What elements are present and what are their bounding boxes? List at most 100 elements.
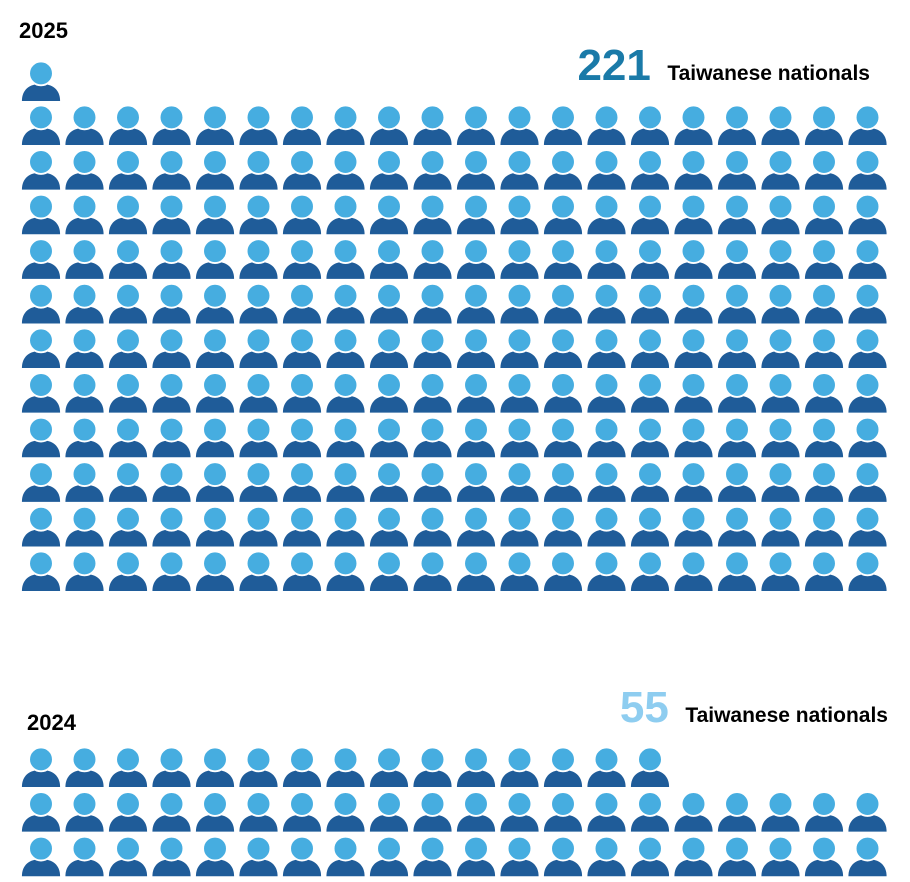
- person-icon: [455, 746, 497, 788]
- person-icon: [151, 835, 192, 878]
- person-icon: [847, 461, 888, 503]
- person-icon: [412, 746, 453, 788]
- person-icon: [499, 835, 540, 878]
- person-icon: [151, 149, 192, 191]
- person-icon: [64, 746, 105, 788]
- person-icon: [151, 550, 192, 592]
- person-icon: [151, 104, 192, 146]
- person-icon: [20, 327, 62, 369]
- person-icon: [107, 746, 149, 788]
- person-icon: [368, 550, 410, 592]
- person-icon: [629, 461, 671, 503]
- person-icon: [803, 327, 845, 369]
- person-icon: [803, 835, 845, 878]
- person-icon: [412, 327, 453, 369]
- person-icon: [20, 791, 62, 833]
- person-icon: [499, 416, 540, 459]
- person-icon: [20, 505, 62, 548]
- person-icon: [281, 835, 323, 878]
- person-icon: [238, 282, 279, 325]
- year-label-2024: 2024: [27, 710, 77, 735]
- person-icon: [107, 372, 149, 414]
- person-icon: [412, 791, 453, 833]
- person-icon: [281, 193, 323, 236]
- person-icon: [499, 238, 540, 280]
- person-icon: [64, 193, 105, 236]
- count-value-2024: 55: [620, 683, 669, 732]
- person-icon: [107, 416, 149, 459]
- person-icon: [412, 550, 453, 592]
- person-icon: [586, 505, 627, 548]
- person-icon: [20, 372, 62, 414]
- person-icon: [238, 238, 279, 280]
- person-icon: [803, 461, 845, 503]
- person-icon: [238, 149, 279, 191]
- person-icon: [238, 327, 279, 369]
- person-icon: [847, 282, 888, 325]
- person-icon: [325, 550, 366, 592]
- person-icon: [325, 835, 366, 878]
- person-icon: [238, 550, 279, 592]
- person-icon: [368, 104, 410, 146]
- person-icon: [803, 505, 845, 548]
- person-icon: [107, 461, 149, 503]
- person-icon: [542, 327, 584, 369]
- person-icon: [368, 193, 410, 236]
- person-icon: [455, 372, 497, 414]
- person-icon: [499, 327, 540, 369]
- person-icon: [455, 282, 497, 325]
- person-icon: [194, 104, 236, 146]
- person-icon: [281, 791, 323, 833]
- person-icon: [499, 461, 540, 503]
- person-icon: [151, 238, 192, 280]
- person-icon: [847, 835, 888, 878]
- person-icon: [64, 416, 105, 459]
- person-icon: [368, 327, 410, 369]
- person-icon: [542, 149, 584, 191]
- person-icon: [238, 461, 279, 503]
- person-icon: [673, 372, 714, 414]
- person-icon: [20, 461, 62, 503]
- person-icon: [760, 104, 801, 146]
- person-icon: [673, 149, 714, 191]
- person-icon: [325, 746, 366, 788]
- person-icon: [151, 461, 192, 503]
- person-icon: [238, 835, 279, 878]
- person-icon: [542, 746, 584, 788]
- person-icon: [760, 238, 801, 280]
- person-icon: [499, 550, 540, 592]
- person-icon: [455, 193, 497, 236]
- person-icon: [325, 505, 366, 548]
- person-icon: [281, 746, 323, 788]
- person-icon: [64, 550, 105, 592]
- person-icon: [194, 550, 236, 592]
- person-icon: [238, 372, 279, 414]
- person-icon: [542, 104, 584, 146]
- person-icon: [455, 149, 497, 191]
- person-icon: [194, 416, 236, 459]
- person-icon: [107, 282, 149, 325]
- person-icon: [368, 746, 410, 788]
- person-icon: [586, 461, 627, 503]
- person-icon: [542, 550, 584, 592]
- person-icon: [151, 746, 192, 788]
- person-icon: [629, 104, 671, 146]
- count-label-2024: 55 Taiwanese nationals: [620, 683, 888, 732]
- person-icon: [238, 416, 279, 459]
- person-icon: [673, 550, 714, 592]
- person-icon: [803, 193, 845, 236]
- person-icon: [151, 193, 192, 236]
- person-icon: [673, 461, 714, 503]
- person-icon: [412, 835, 453, 878]
- person-icon: [847, 372, 888, 414]
- person-icon: [281, 238, 323, 280]
- person-icon: [847, 416, 888, 459]
- person-icon: [629, 550, 671, 592]
- person-icon: [325, 104, 366, 146]
- person-icon: [673, 238, 714, 280]
- person-icon: [629, 327, 671, 369]
- icon-grid-2024: [20, 746, 888, 878]
- person-icon: [586, 238, 627, 280]
- person-icon: [499, 746, 540, 788]
